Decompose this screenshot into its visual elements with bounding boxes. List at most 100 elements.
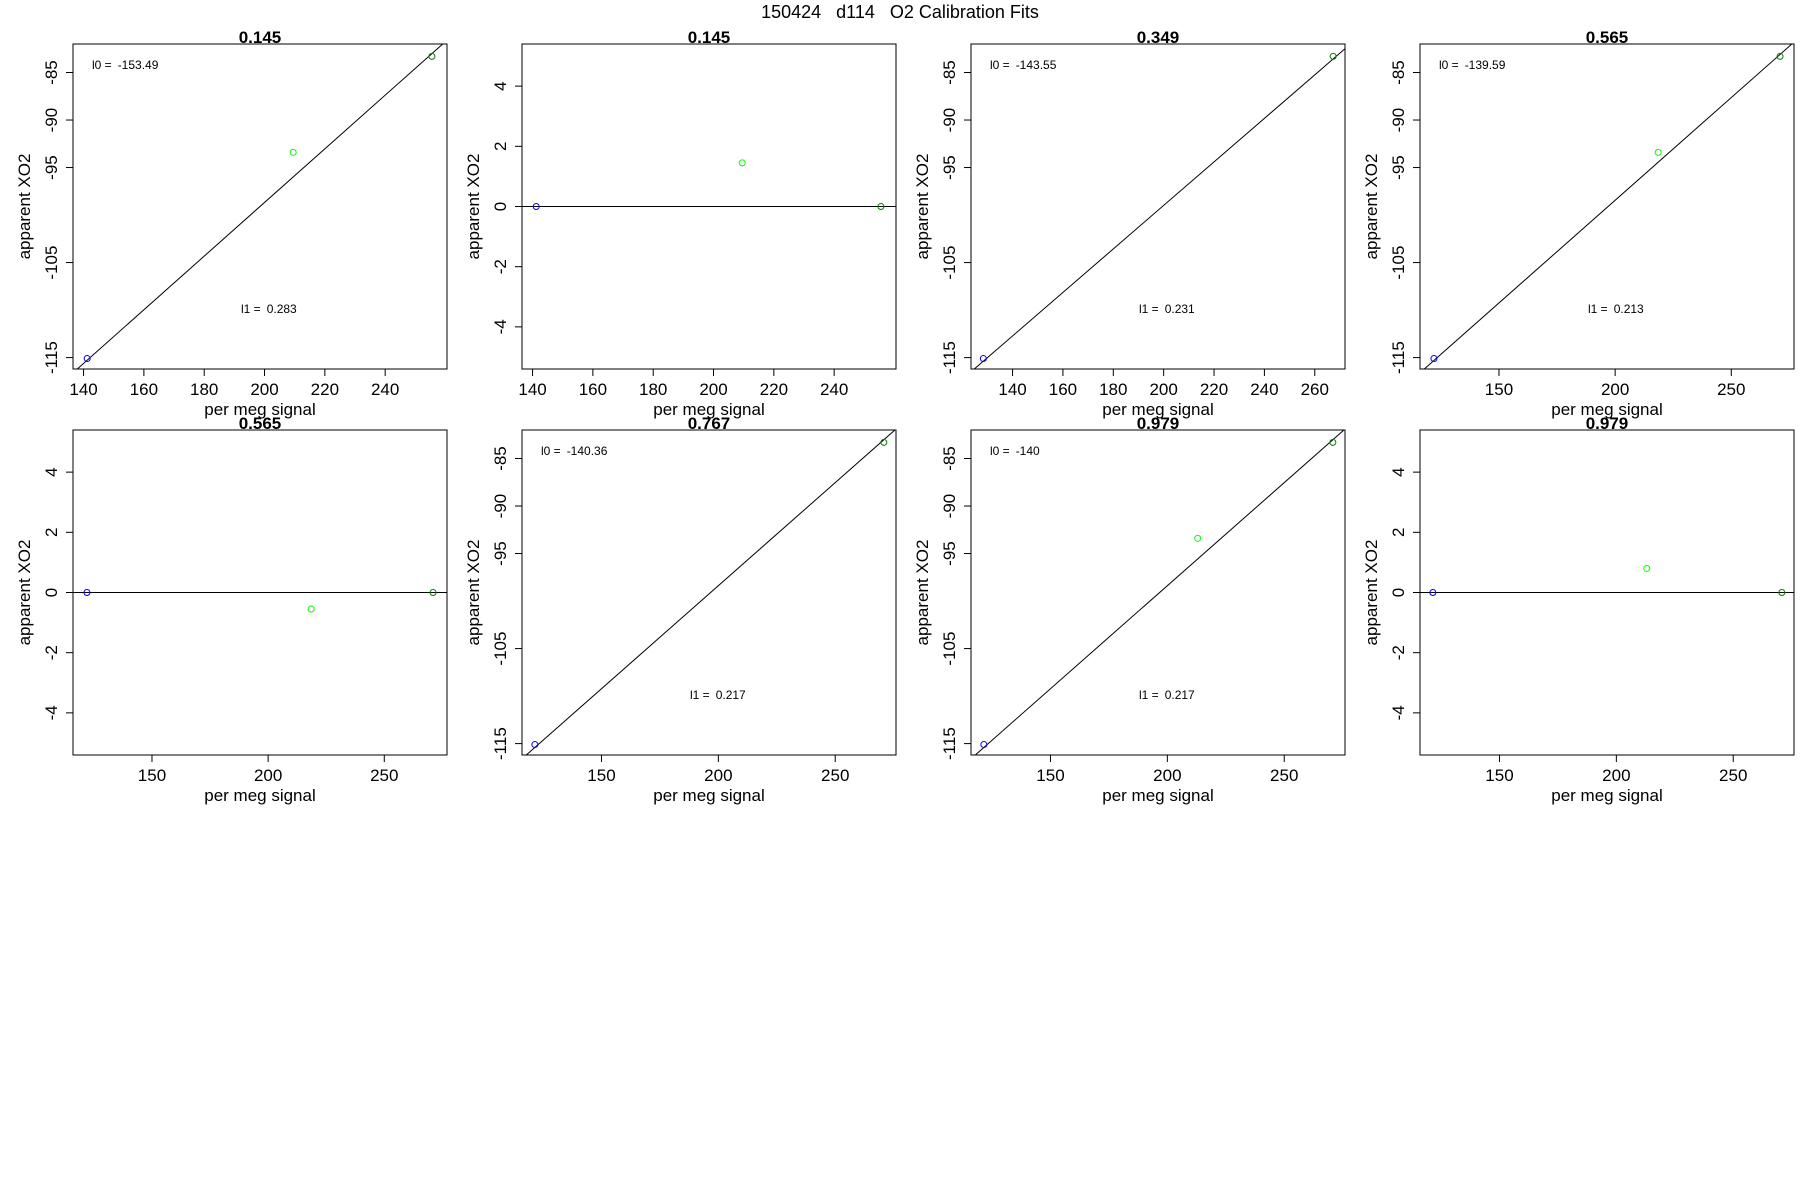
y-tick-label: 0: [42, 588, 61, 597]
data-point: [1778, 589, 1786, 596]
coefficient-value: -153.49: [118, 58, 159, 72]
x-tick-label: 200: [1601, 380, 1629, 399]
fit-line: [525, 430, 896, 755]
y-axis-label: apparent XO2: [464, 540, 483, 646]
x-tick-label: 240: [1250, 380, 1278, 399]
x-axis-label: per meg signal: [653, 786, 765, 805]
y-tick-label: -115: [940, 727, 959, 760]
y-tick-label: 0: [491, 202, 510, 211]
y-axis-label: apparent XO2: [913, 154, 932, 260]
y-tick-label: -115: [42, 341, 61, 374]
x-tick-label: 150: [1036, 766, 1064, 785]
coefficient-annotation: l0 = -140.36: [541, 444, 608, 458]
x-tick-label: 200: [1602, 766, 1630, 785]
data-point: [1329, 52, 1337, 60]
panel-7: 0.979 150 200 250 per meg signal -115 -105 -95 -…: [913, 414, 1346, 805]
y-tick-label: -95: [1389, 155, 1408, 180]
plot-frame: [1419, 43, 1795, 370]
y-tick-label: -115: [1389, 341, 1408, 374]
x-axis-label: per meg signal: [1551, 786, 1663, 805]
x-tick-label: 250: [370, 766, 398, 785]
figure-title: 150424 d114 O2 Calibration Fits: [761, 2, 1039, 22]
x-tick-label: 250: [1719, 766, 1747, 785]
x-tick-label: 200: [704, 766, 732, 785]
y-tick-label: -2: [42, 645, 61, 660]
y-tick-label: -105: [1389, 246, 1408, 280]
coefficient-annotation: l0 = -139.59: [1439, 58, 1506, 72]
coefficient-label: l0 =: [990, 58, 1010, 72]
panel-title: 0.979: [1137, 414, 1180, 433]
coefficient-label: l0 =: [541, 444, 561, 458]
x-tick-label: 220: [760, 380, 788, 399]
fit-line: [1423, 44, 1793, 369]
data-point: [83, 589, 91, 596]
coefficient-label: l0 =: [92, 58, 112, 72]
data-point: [1776, 52, 1784, 60]
y-tick-label: -85: [491, 446, 510, 471]
data-point: [289, 148, 297, 156]
x-axis-label: per meg signal: [204, 786, 316, 805]
plot-frame: [72, 43, 448, 370]
x-tick-label: 200: [699, 380, 727, 399]
y-tick-label: -4: [1389, 705, 1408, 720]
x-tick-label: 140: [998, 380, 1026, 399]
data-point: [979, 355, 987, 363]
data-point: [531, 741, 539, 749]
y-axis-label: apparent XO2: [15, 540, 34, 646]
x-tick-label: 150: [1485, 380, 1513, 399]
plot-frame: [970, 43, 1346, 370]
panel-6: 0.767 150 200 250 per meg signal -115 -105 -95 -…: [464, 414, 897, 805]
x-tick-label: 160: [579, 380, 607, 399]
panel-title: 0.349: [1137, 28, 1180, 47]
y-tick-label: -95: [491, 541, 510, 566]
x-tick-label: 200: [254, 766, 282, 785]
panel-1: 0.145 140 160 180 200 220 240 per meg signal -11…: [15, 28, 448, 419]
y-tick-label: 4: [491, 81, 510, 90]
y-axis-label: apparent XO2: [1362, 154, 1381, 260]
x-tick-label: 260: [1301, 380, 1329, 399]
data-point: [880, 438, 888, 446]
x-tick-label: 250: [1717, 380, 1745, 399]
x-tick-label: 240: [371, 380, 399, 399]
x-tick-label: 180: [1099, 380, 1127, 399]
x-tick-label: 200: [250, 380, 278, 399]
x-tick-label: 150: [138, 766, 166, 785]
x-tick-label: 140: [69, 380, 97, 399]
y-tick-label: -90: [1389, 108, 1408, 133]
y-tick-label: -115: [940, 341, 959, 374]
x-tick-label: 160: [1049, 380, 1077, 399]
coefficient-label: l0 =: [1439, 58, 1459, 72]
x-axis-label: per meg signal: [1551, 400, 1663, 419]
coefficient-annotation: l1 = 0.217: [1139, 688, 1195, 702]
coefficient-annotation: l1 = 0.217: [690, 688, 746, 702]
coefficient-value: -140.36: [567, 444, 608, 458]
data-point: [1643, 564, 1651, 572]
x-tick-label: 220: [311, 380, 339, 399]
panel-title: 0.565: [239, 414, 282, 433]
y-tick-label: -90: [940, 108, 959, 133]
fit-line: [76, 44, 444, 369]
x-tick-label: 220: [1200, 380, 1228, 399]
y-tick-label: -90: [940, 494, 959, 519]
data-point: [1430, 355, 1438, 363]
panel-title: 0.979: [1586, 414, 1629, 433]
coefficient-value: 0.231: [1165, 302, 1195, 316]
y-tick-label: -95: [42, 155, 61, 180]
data-point: [738, 159, 746, 167]
coefficient-label: l0 =: [990, 444, 1010, 458]
fit-line: [973, 48, 1345, 369]
data-point: [307, 605, 315, 613]
y-tick-label: 2: [42, 528, 61, 537]
y-tick-label: -2: [1389, 645, 1408, 660]
panel-title: 0.145: [688, 28, 731, 47]
data-point: [877, 203, 885, 210]
x-tick-label: 150: [1485, 766, 1513, 785]
x-tick-label: 200: [1153, 766, 1181, 785]
coefficient-label: l1 =: [690, 688, 710, 702]
data-point: [1329, 438, 1337, 446]
panel-title: 0.145: [239, 28, 282, 47]
coefficient-annotation: l0 = -140: [990, 444, 1040, 458]
data-point: [1194, 534, 1202, 542]
x-tick-label: 140: [518, 380, 546, 399]
